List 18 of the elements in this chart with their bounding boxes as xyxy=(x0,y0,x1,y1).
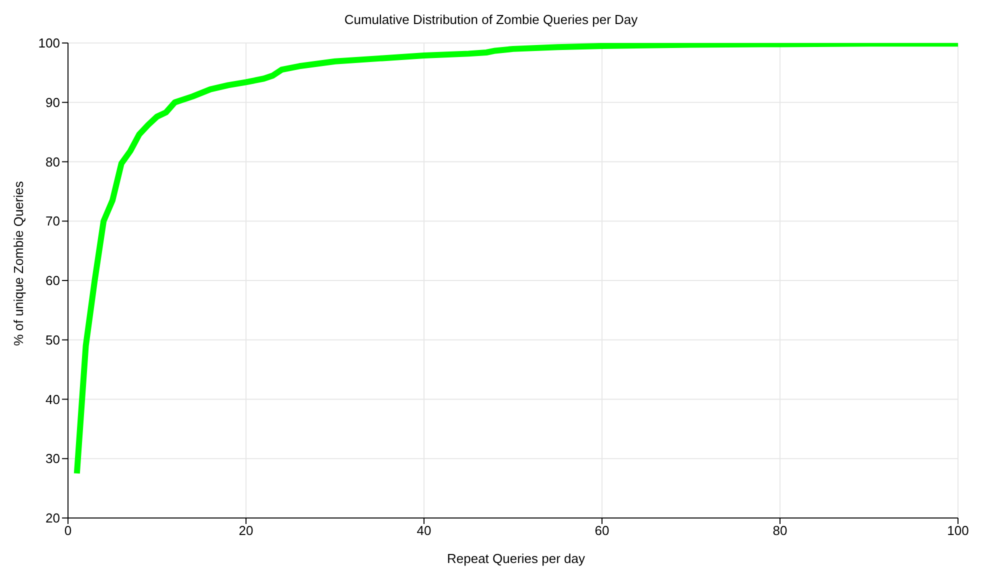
y-tick-label: 60 xyxy=(46,273,60,288)
y-tick-label: 100 xyxy=(38,36,60,51)
x-tick-label: 80 xyxy=(772,523,788,538)
y-tick-label: 40 xyxy=(46,392,60,407)
x-tick-label: 0 xyxy=(64,523,72,538)
x-tick-label: 60 xyxy=(594,523,610,538)
x-tick-label: 100 xyxy=(947,523,969,538)
y-tick-label: 70 xyxy=(46,214,60,229)
x-tick-label: 40 xyxy=(416,523,432,538)
y-tick-label: 80 xyxy=(46,154,60,170)
y-axis-title: % of unique Zombie Queries xyxy=(10,180,26,346)
y-tick-label: 20 xyxy=(46,510,60,526)
y-tick-label: 30 xyxy=(46,451,60,466)
y-tick-label: 90 xyxy=(46,94,60,110)
y-tick-label: 50 xyxy=(46,332,60,348)
chart-title: Cumulative Distribution of Zombie Queries per Day xyxy=(343,12,639,27)
x-axis-title: Repeat Queries per day xyxy=(446,551,586,566)
x-tick-label: 20 xyxy=(238,523,254,538)
